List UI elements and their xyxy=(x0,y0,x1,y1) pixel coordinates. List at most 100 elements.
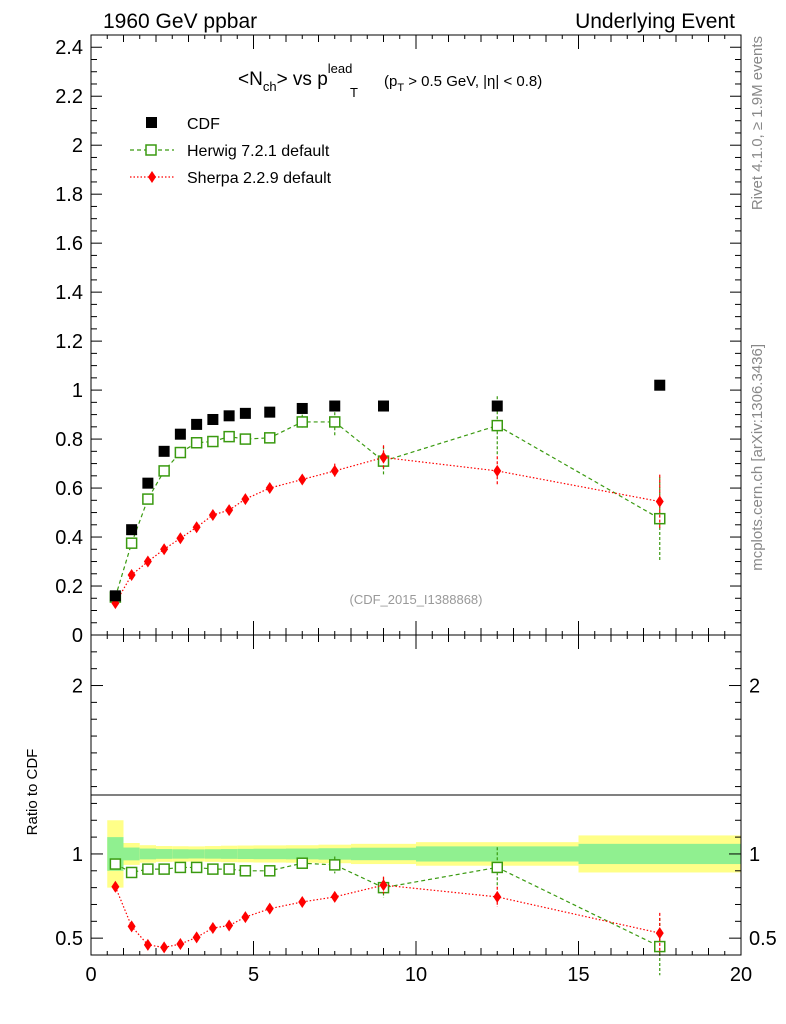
cdf-point xyxy=(174,428,186,440)
legend-sherpa-marker xyxy=(148,171,156,183)
ratio-band-inner xyxy=(123,847,140,861)
sherpa-point xyxy=(208,509,217,521)
ratio-y-tick-label-right: 2 xyxy=(749,676,760,698)
sherpa-ratio-point xyxy=(298,895,307,908)
main-series xyxy=(109,379,666,610)
herwig-point xyxy=(223,430,235,443)
sherpa-point xyxy=(379,451,388,464)
herwig-ratio-point xyxy=(223,863,235,875)
main-y-tick-label: 0.2 xyxy=(55,576,83,598)
rivet-label: Rivet 4.1.0, ≥ 1.9M events xyxy=(749,36,766,210)
sherpa-point xyxy=(192,521,201,534)
sherpa-ratio-point xyxy=(176,938,185,951)
ratio-band-inner xyxy=(351,847,416,861)
herwig-ratio-point xyxy=(142,863,154,875)
ratio-panel: 0.5 0.5 1 1 2 2 0 5 10 15 20 Ratio to CDF xyxy=(24,634,777,986)
title-sup-lead: lead xyxy=(328,61,353,76)
cdf-point xyxy=(207,413,219,425)
cdf-point xyxy=(296,402,308,414)
ratio-y-tick-label: 2 xyxy=(72,676,83,698)
x-tick-label: 15 xyxy=(567,964,589,986)
sherpa-ratio-point xyxy=(655,927,664,940)
herwig-ratio-point xyxy=(264,865,276,877)
sherpa-ratio-point xyxy=(192,931,201,944)
cdf-point xyxy=(126,524,138,536)
ratio-band-inner xyxy=(318,848,351,860)
sherpa-ratio-point xyxy=(160,941,169,954)
ratio-band-inner xyxy=(204,849,221,859)
title-cut-open: (p xyxy=(384,73,397,90)
herwig-point xyxy=(329,416,341,428)
ratio-band-inner xyxy=(139,848,156,860)
sherpa-point xyxy=(330,464,339,477)
cdf-point xyxy=(654,379,666,391)
sherpa-point xyxy=(493,464,502,477)
main-axis-ticks xyxy=(90,34,742,636)
main-y-tick-label: 1.4 xyxy=(55,282,83,304)
legend-cdf-marker xyxy=(146,117,157,128)
main-y-tick-label: 2.2 xyxy=(55,86,83,108)
title-pre: <N xyxy=(238,69,263,90)
main-y-tick-label: 1 xyxy=(72,380,83,402)
cdf-point xyxy=(191,418,203,430)
sherpa-point xyxy=(127,569,136,581)
ratio-y-tick-label: 0.5 xyxy=(55,928,83,950)
sherpa-ratio-point xyxy=(265,902,274,915)
main-y-tick-label: 0 xyxy=(72,625,83,647)
ratio-band-inner xyxy=(156,849,173,859)
ratio-band-inner xyxy=(221,849,238,859)
cdf-point xyxy=(491,400,503,412)
analysis-watermark: (CDF_2015_I1388868) xyxy=(350,592,483,607)
herwig-point xyxy=(158,465,170,477)
main-y-tick-label: 0.4 xyxy=(55,527,83,549)
cdf-point xyxy=(329,400,341,412)
main-y-tick-label: 0.8 xyxy=(55,429,83,451)
header-right: Underlying Event xyxy=(575,10,735,33)
ratio-band-inner xyxy=(286,848,319,860)
herwig-point xyxy=(142,493,154,505)
sherpa-ratio-point xyxy=(493,890,502,903)
main-y-tick-label: 1.8 xyxy=(55,184,83,206)
ratio-y-axis-label: Ratio to CDF xyxy=(24,749,41,836)
legend: CDF Herwig 7.2.1 default Sherpa 2.2.9 de… xyxy=(130,116,332,187)
herwig-point xyxy=(491,419,503,432)
herwig-point xyxy=(296,416,308,428)
sherpa-ratio-point xyxy=(225,919,234,932)
main-y-tick-label: 0.6 xyxy=(55,478,83,500)
main-y-tick-label: 2.4 xyxy=(55,37,83,59)
title-cut-sub: T xyxy=(397,82,404,94)
herwig-point xyxy=(264,432,276,444)
cdf-point xyxy=(378,400,389,412)
ratio-band-inner xyxy=(237,848,254,859)
title-cut-rest: > 0.5 GeV, |η| < 0.8) xyxy=(404,73,542,90)
herwig-ratio-point xyxy=(296,857,308,869)
ratio-y-tick-label-right: 1 xyxy=(749,844,760,866)
sherpa-ratio-point xyxy=(379,879,388,892)
ratio-uncertainty-bands xyxy=(107,820,741,888)
main-y-tick-label: 2 xyxy=(72,135,83,157)
herwig-ratio-point xyxy=(654,940,666,953)
title-mid: > vs p xyxy=(277,69,328,90)
cdf-point xyxy=(239,407,251,419)
main-panel: 00.20.40.60.811.21.41.61.822.22.4 <Nch> … xyxy=(55,34,742,647)
main-y-tick-label: 1.6 xyxy=(55,233,83,255)
sherpa-ratio-point xyxy=(241,911,250,924)
herwig-ratio-point xyxy=(329,859,341,871)
main-y-tick-labels: 0 0.2 0.4 0.6 0.8 1 1.2 1.4 1.6 1.8 2 2.2 2.4 xyxy=(55,37,83,647)
sherpa-point xyxy=(225,504,234,517)
mcplots-label: mcplots.cern.ch [arXiv:1306.3436] xyxy=(749,344,766,571)
ratio-band-inner xyxy=(253,848,286,860)
ratio-band-inner xyxy=(172,849,189,859)
herwig-point xyxy=(654,512,666,525)
ratio-band-inner xyxy=(188,849,205,859)
title-sub-ch: ch xyxy=(263,79,277,94)
ratio-series xyxy=(109,847,666,976)
sherpa-point xyxy=(298,473,307,486)
herwig-ratio-point xyxy=(125,866,138,879)
ratio-frame xyxy=(90,634,742,956)
cdf-point xyxy=(142,477,154,489)
plot-title: <Nch> vs plead xyxy=(238,61,352,94)
sherpa-point xyxy=(143,555,152,568)
x-tick-label: 0 xyxy=(85,964,96,986)
